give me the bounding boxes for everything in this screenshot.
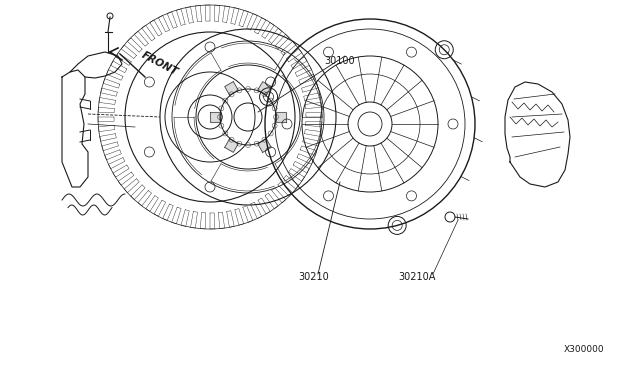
- Polygon shape: [210, 112, 220, 122]
- Text: 30100: 30100: [324, 56, 355, 66]
- Polygon shape: [276, 112, 286, 122]
- Text: X300000: X300000: [564, 344, 605, 353]
- Polygon shape: [225, 81, 238, 95]
- Text: 30210: 30210: [298, 272, 329, 282]
- Polygon shape: [225, 139, 238, 153]
- Text: FRONT: FRONT: [140, 49, 180, 77]
- Polygon shape: [258, 81, 271, 95]
- Text: 30210A: 30210A: [398, 272, 435, 282]
- Polygon shape: [258, 139, 271, 153]
